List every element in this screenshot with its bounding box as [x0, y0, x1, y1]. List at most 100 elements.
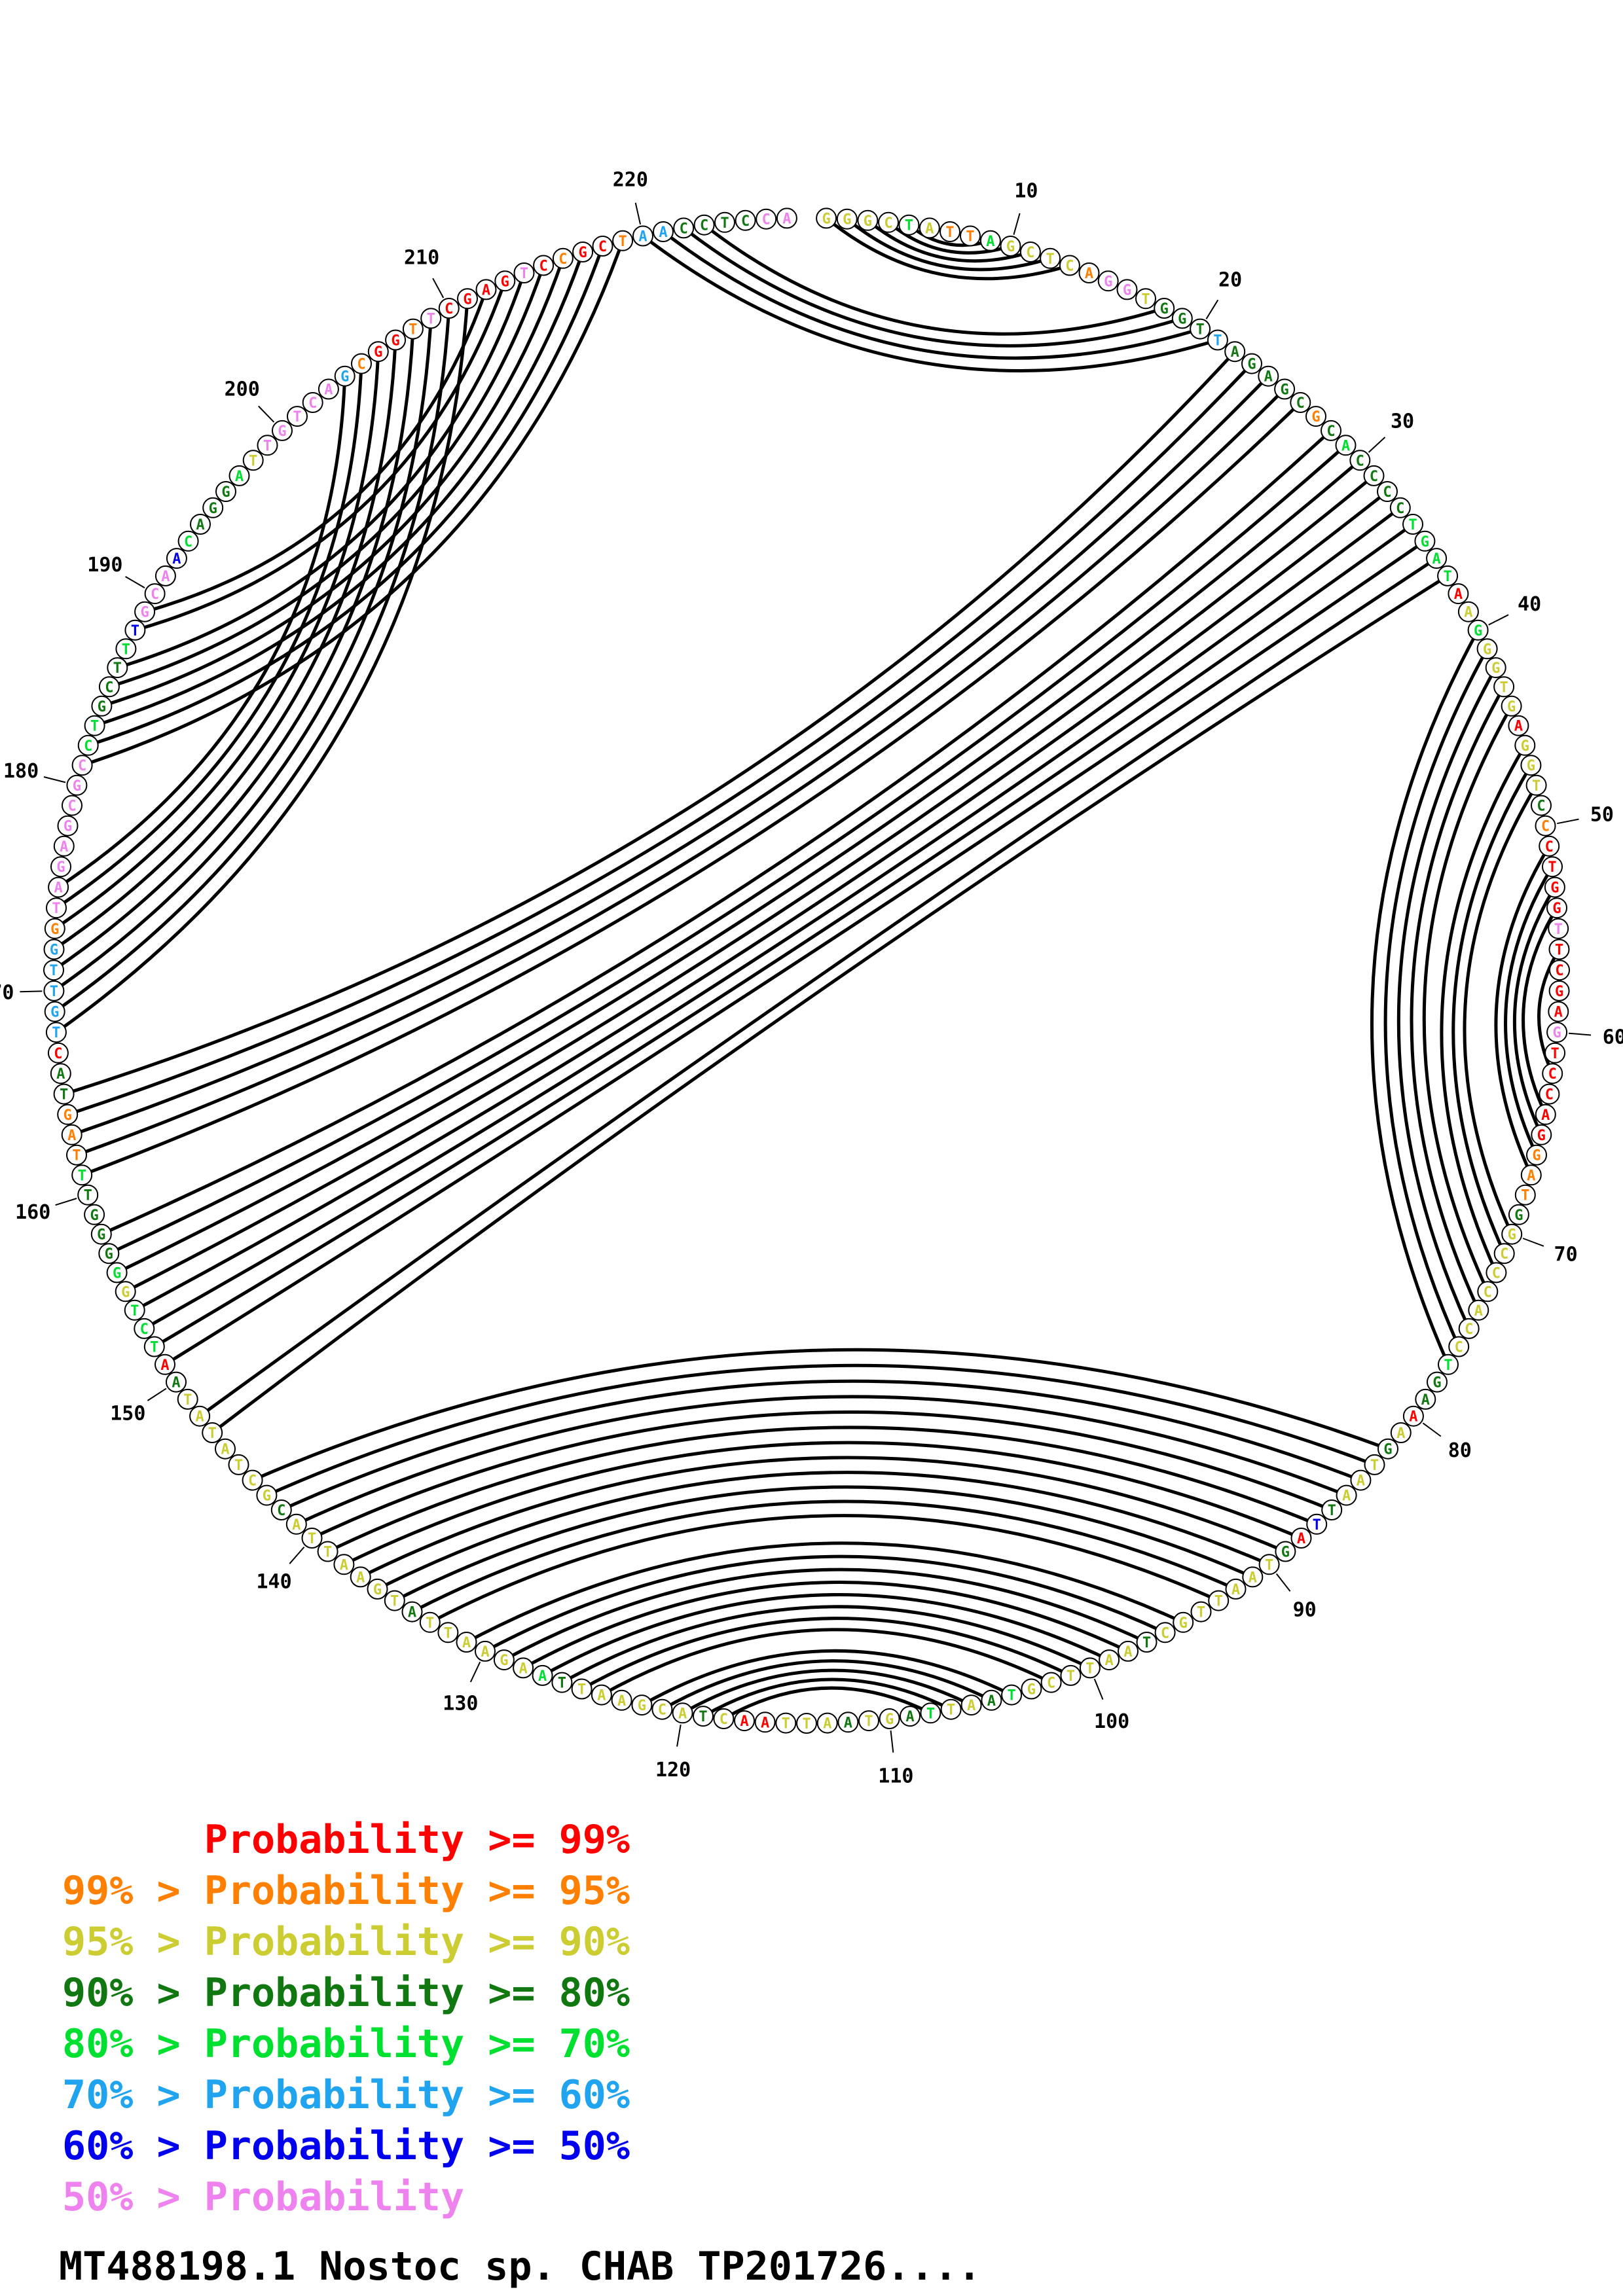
nucleotide: C [62, 795, 82, 816]
position-tick [1488, 614, 1509, 626]
nucleotide-letter: C [78, 758, 86, 774]
position-tick [125, 576, 145, 588]
nucleotide-letter: G [1281, 1545, 1290, 1561]
nucleotide-circle [1377, 1438, 1398, 1460]
nucleotide: G [215, 481, 236, 502]
nucleotide: C [98, 676, 120, 698]
nucleotide: T [551, 1672, 573, 1693]
nucleotide: A [1099, 1649, 1120, 1671]
nucleotide-letter: A [678, 1706, 687, 1722]
nucleotide-circle [202, 497, 224, 518]
nucleotide-letter: C [884, 215, 892, 232]
base-pair-arc [682, 226, 1184, 348]
nucleotide-circle [513, 1657, 534, 1679]
nucleotide: T [71, 1164, 93, 1186]
nucleotide-letter: G [1521, 738, 1529, 755]
nucleotide-circle [1275, 1541, 1296, 1562]
nucleotide: T [43, 960, 64, 981]
nucleotide: G [1414, 530, 1436, 552]
nucleotide-letter: G [374, 344, 382, 361]
nucleotide-circle [420, 308, 442, 329]
nucleotide: G [457, 288, 478, 310]
position-tick [634, 202, 642, 225]
nucleotide: C [242, 1469, 263, 1491]
nucleotide: G [1531, 1124, 1552, 1145]
nucleotide-letter: T [1444, 1357, 1452, 1374]
nucleotide-circle [1390, 1422, 1412, 1443]
nucleotide-letter: G [1421, 534, 1429, 550]
position-label: 100 [1094, 1710, 1129, 1733]
nucleotide-letter: T [1370, 1458, 1379, 1474]
base-pair-arc [702, 223, 1166, 336]
nucleotide: C [1040, 1672, 1062, 1693]
nucleotide-letter: T [802, 1716, 811, 1732]
nucleotide-circle [693, 1706, 714, 1727]
nucleotide-letter: T [1555, 942, 1563, 959]
nucleotide: C [177, 530, 199, 552]
position-tick [20, 990, 43, 993]
nucleotide: A [285, 1513, 307, 1535]
nucleotide-letter: G [209, 501, 217, 517]
position-label: 170 [0, 981, 14, 1004]
nucleotide: T [1001, 1684, 1023, 1706]
nucleotide-letter: A [481, 1644, 489, 1660]
nucleotide-circle [837, 1712, 859, 1733]
nucleotide-letter: G [1514, 1208, 1523, 1224]
nucleotide-letter: G [1432, 1375, 1441, 1391]
nucleotide-circle [402, 318, 424, 340]
legend-entry: 99% > Probability >= 95% [62, 1868, 630, 1914]
nucleotide: C [1477, 1281, 1499, 1302]
nucleotide-circle [124, 1299, 145, 1321]
nucleotide-circle [1173, 1611, 1194, 1633]
nucleotide: C [71, 755, 93, 776]
nucleotide: G [44, 1001, 65, 1022]
nucleotide-letter: G [105, 1246, 113, 1263]
nucleotide: G [1241, 353, 1262, 374]
base-pair-arc [54, 362, 363, 910]
nucleotide-letter: G [391, 333, 399, 350]
nucleotide-letter: G [98, 699, 106, 715]
nucleotide: A [1350, 1469, 1372, 1491]
nucleotide-letter: A [740, 1713, 748, 1730]
nucleotide-letter: T [131, 623, 139, 639]
nucleotide-letter: C [140, 1321, 149, 1338]
nucleotide-circle [475, 279, 497, 300]
nucleotide: G [57, 815, 79, 836]
nucleotide: C [592, 236, 613, 257]
nucleotide-letter: G [263, 1488, 271, 1505]
nucleotide-circle [1501, 1223, 1523, 1245]
position-label: 50 [1590, 804, 1614, 827]
nucleotide-circle [71, 1164, 93, 1186]
nucleotide-letter: A [482, 282, 490, 298]
nucleotide-circle [816, 1712, 838, 1734]
nucleotide-circle [384, 1590, 405, 1611]
nucleotide: C [1539, 835, 1560, 857]
nucleotide-letter: T [1443, 569, 1451, 585]
nucleotide: T [940, 1698, 962, 1720]
nucleotide: A [155, 565, 176, 586]
nucleotide-circle [1531, 1124, 1552, 1145]
nucleotide-letter: G [1537, 1128, 1546, 1144]
nucleotide-circle [90, 1223, 112, 1245]
nucleotide-circle [1493, 676, 1515, 698]
nucleotide-letter: A [340, 1557, 348, 1573]
nucleotide: T [571, 1678, 593, 1700]
nucleotide: A [900, 1706, 921, 1727]
nucleotide-letter: T [945, 224, 954, 241]
nucleotide-circle [1377, 481, 1398, 502]
nucleotide-circle [1040, 247, 1061, 269]
nucleotide-circle [878, 211, 899, 233]
position-tick [890, 1730, 894, 1753]
nucleotide: G [66, 774, 88, 796]
nucleotide-letter: A [1464, 605, 1472, 621]
nucleotide-circle [1154, 298, 1175, 319]
nucleotide-letter: A [221, 1442, 229, 1458]
nucleotide-letter: T [293, 409, 301, 425]
nucleotide: C [1448, 1336, 1470, 1357]
nucleotide-circle [858, 1710, 879, 1732]
nucleotide-letter: T [1521, 1188, 1529, 1204]
nucleotide-circle [1059, 255, 1080, 276]
nucleotide: T [1190, 318, 1211, 340]
nucleotide: C [1493, 1243, 1515, 1265]
nucleotide-circle [1525, 774, 1547, 796]
